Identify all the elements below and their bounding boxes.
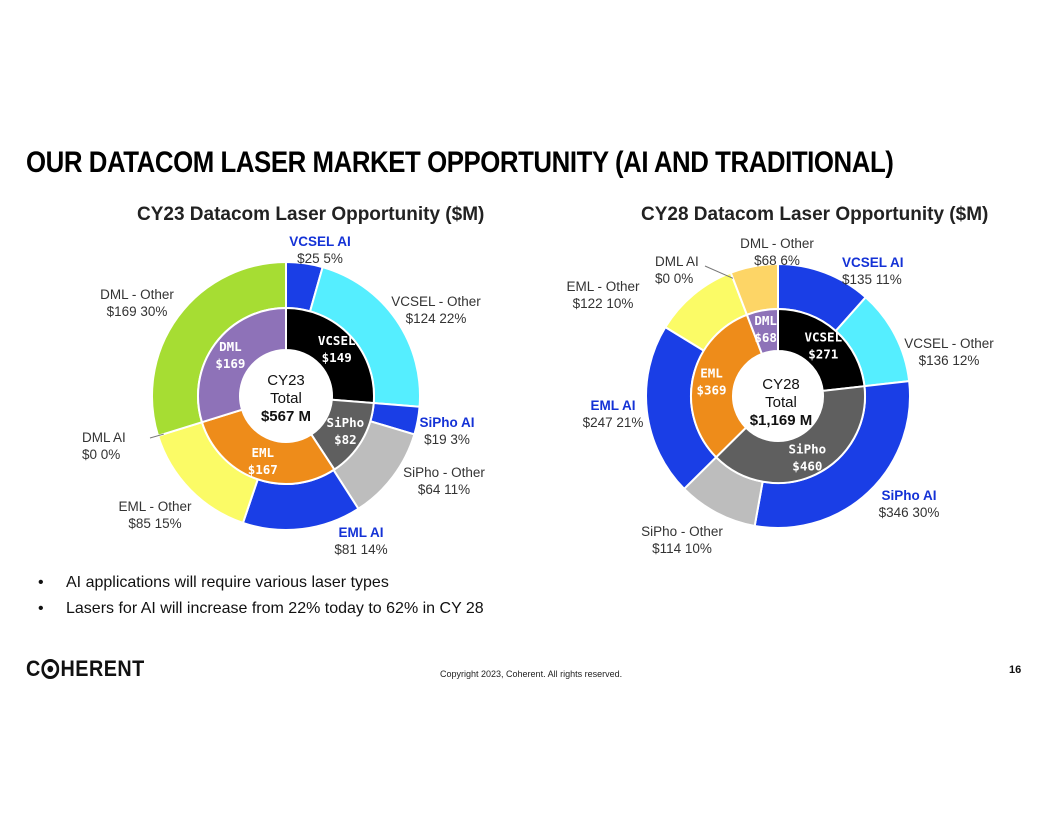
data-label-dml-ai-cy23: DML AI $0 0% <box>82 430 126 462</box>
leader-line-dml-ai-cy28 <box>704 265 734 279</box>
data-label-vcsel-ai-cy23: VCSEL AI $25 5% <box>289 234 351 266</box>
center-total-cy23: CY23 Total $567 M <box>241 372 331 426</box>
data-label-sipho-other-cy23: SiPho - Other $64 11% <box>403 465 485 497</box>
inner-label-eml-cy28: EML <box>700 366 723 381</box>
inner-slice-sipho-cy28 <box>714 385 866 484</box>
inner-label-vcsel-cy28: VCSEL <box>804 329 842 344</box>
data-label-eml-ai-cy23: EML AI $81 14% <box>334 525 388 557</box>
data-label-vcsel-other-cy28: VCSEL - Other $136 12% <box>904 336 994 368</box>
inner-slice-vcsel-cy28 <box>777 307 866 393</box>
center-total-cy28: CY28 Total $1,169 M <box>736 376 826 430</box>
inner-value-dml-cy23: $169 <box>215 356 245 371</box>
inner-label-eml-cy23: EML <box>251 445 274 460</box>
data-label-sipho-other-cy28: SiPho - Other $114 10% <box>641 524 723 556</box>
page-number: 16 <box>1009 664 1022 676</box>
page-title: OUR DATACOM LASER MARKET OPPORTUNITY (AI… <box>26 146 894 179</box>
inner-label-vcsel-cy23: VCSEL <box>318 333 356 348</box>
center-year: CY23 <box>267 372 305 389</box>
center-sub: Total <box>270 390 302 407</box>
bullet-item: • Lasers for AI will increase from 22% to… <box>38 600 484 617</box>
center-sub: Total <box>765 394 797 411</box>
center-total: $1,169 M <box>749 412 813 429</box>
data-label-sipho-ai-cy23: SiPho AI $19 3% <box>419 415 475 447</box>
data-label-eml-other-cy23: EML - Other $85 15% <box>118 499 192 531</box>
inner-value-vcsel-cy28: $271 <box>808 346 838 361</box>
logo-mark-icon <box>41 659 60 679</box>
inner-label-sipho-cy28: SiPho <box>789 441 827 456</box>
inner-value-sipho-cy23: $82 <box>334 432 357 447</box>
inner-slice-vcsel-cy23 <box>285 306 375 405</box>
data-label-vcsel-ai-cy28: VCSEL AI $135 11% <box>842 255 904 287</box>
inner-label-dml-cy23: DML <box>219 339 242 354</box>
bullet-list: • AI applications will require various la… <box>38 570 484 622</box>
inner-value-dml-cy28: $68 <box>754 330 777 345</box>
chart-title-cy28: CY28 Datacom Laser Opportunity ($M) <box>641 204 989 225</box>
leader-line-dml-ai-cy23 <box>149 433 164 439</box>
center-total: $567 M <box>260 408 312 425</box>
inner-value-eml-cy23: $167 <box>248 462 278 477</box>
data-label-dml-other-cy23: DML - Other $169 30% <box>100 287 174 319</box>
center-year: CY28 <box>762 376 800 393</box>
inner-label-dml-cy28: DML <box>754 313 777 328</box>
data-label-dml-ai-cy28: DML AI $0 0% <box>655 254 699 286</box>
inner-value-eml-cy28: $369 <box>696 383 726 398</box>
data-label-eml-ai-cy28: EML AI $247 21% <box>582 398 644 430</box>
copyright-text: Copyright 2023, Coherent. All rights res… <box>440 669 623 679</box>
inner-value-vcsel-cy23: $149 <box>322 350 352 365</box>
inner-label-sipho-cy23: SiPho <box>327 415 365 430</box>
inner-slice-dml-cy23 <box>197 306 287 424</box>
inner-slice-eml-cy23 <box>200 408 336 485</box>
inner-slice-dml-cy28 <box>745 307 779 356</box>
inner-value-sipho-cy28: $460 <box>792 458 822 473</box>
data-label-dml-other-cy28: DML - Other $68 6% <box>740 236 814 268</box>
coherent-logo: C HERENT <box>26 656 145 681</box>
bullet-item: • AI applications will require various la… <box>38 574 389 591</box>
data-label-sipho-ai-cy28: SiPho AI $346 30% <box>878 488 940 520</box>
data-label-eml-other-cy28: EML - Other $122 10% <box>566 279 640 311</box>
chart-title-cy23: CY23 Datacom Laser Opportunity ($M) <box>137 204 485 225</box>
inner-slice-eml-cy28 <box>690 313 764 459</box>
data-label-vcsel-other-cy23: VCSEL - Other $124 22% <box>391 294 481 326</box>
